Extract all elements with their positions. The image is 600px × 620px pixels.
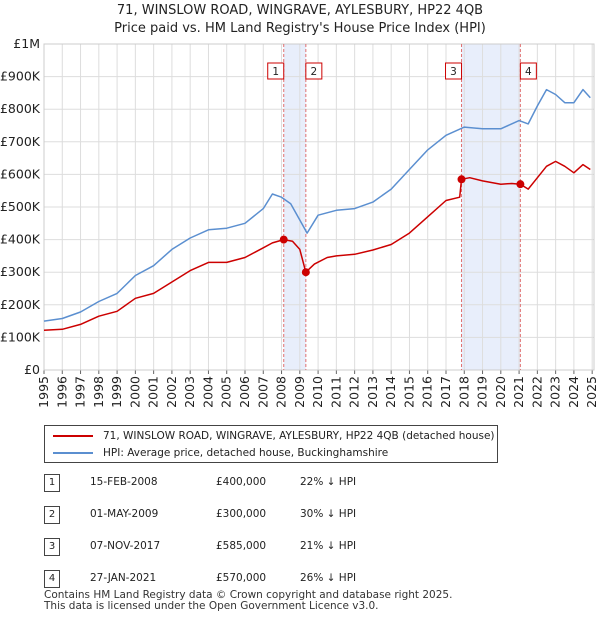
x-tick-label: 2019 — [475, 376, 490, 408]
x-tick-label: 2008 — [274, 376, 289, 408]
footer-line-1: Contains HM Land Registry data © Crown c… — [44, 589, 453, 601]
x-tick-label: 1999 — [109, 376, 124, 408]
x-tick-label: 2015 — [401, 376, 416, 408]
x-tick-label: 2003 — [182, 376, 197, 408]
y-tick-label: £1M — [13, 36, 40, 51]
y-tick-label: £800K — [0, 101, 41, 116]
sale-point — [279, 235, 288, 244]
x-tick-label: 2012 — [347, 376, 362, 408]
sale-price: £585,000 — [216, 540, 267, 552]
x-tick-label: 2001 — [146, 376, 161, 408]
sale-price: £300,000 — [216, 508, 267, 520]
y-tick-label: £600K — [0, 166, 41, 181]
sale-number-badge: 2 — [44, 506, 60, 524]
title-line-2: Price paid vs. HM Land Registry's House … — [114, 21, 486, 36]
x-tick-label: 2023 — [548, 376, 563, 408]
x-tick-label: 2017 — [438, 376, 453, 408]
sale-number-marker — [445, 62, 463, 80]
x-tick-label: 2022 — [529, 376, 544, 408]
sale-number-badge: 1 — [44, 474, 60, 492]
legend-item-hpi: HPI: Average price, detached house, Buck… — [53, 445, 388, 461]
x-tick-label: 2025 — [584, 376, 599, 408]
sale-number-marker — [305, 62, 323, 80]
sale-number-label: 4 — [525, 66, 532, 78]
chart-legend: 71, WINSLOW ROAD, WINGRAVE, AYLESBURY, H… — [44, 425, 498, 463]
price-chart: 1 2 3 4 £0 £100K £200K £300K £400K £500K £600K £70… — [0, 36, 599, 408]
sale-date: 27-JAN-2021 — [90, 572, 157, 584]
sale-point — [516, 180, 525, 189]
y-tick-label: £900K — [0, 69, 41, 84]
sale-date: 15-FEB-2008 — [90, 476, 158, 488]
x-tick-label: 2000 — [127, 376, 142, 408]
legend-swatch-property — [53, 435, 93, 437]
sale-hpi-diff: 21% ↓ HPI — [300, 540, 357, 552]
x-tick-label: 2024 — [566, 376, 581, 408]
sale-price: £570,000 — [216, 572, 267, 584]
y-tick-label: £200K — [0, 297, 41, 312]
table-row: 1 15-FEB-2008 £400,000 22% ↓ HPI — [44, 474, 384, 494]
footer-attribution: Contains HM Land Registry data © Crown c… — [44, 590, 452, 612]
sale-hpi-diff: 22% ↓ HPI — [300, 476, 357, 488]
x-tick-label: 2013 — [365, 376, 380, 408]
x-tick-label: 2002 — [164, 376, 179, 408]
chart-title: 71, WINSLOW ROAD, WINGRAVE, AYLESBURY, H… — [0, 2, 600, 38]
x-tick-label: 1996 — [54, 376, 69, 408]
legend-item-property: 71, WINSLOW ROAD, WINGRAVE, AYLESBURY, H… — [53, 428, 495, 444]
x-tick-label: 2004 — [200, 376, 215, 408]
table-row: 3 07-NOV-2017 £585,000 21% ↓ HPI — [44, 538, 384, 558]
sale-number-badge: 4 — [44, 570, 60, 588]
sale-point — [457, 175, 466, 184]
y-tick-label: £700K — [0, 134, 41, 149]
x-tick-label: 1995 — [36, 376, 51, 408]
x-tick-label: 2011 — [328, 376, 343, 408]
legend-swatch-hpi — [53, 452, 93, 454]
x-tick-label: 2006 — [237, 376, 252, 408]
sale-number-marker — [519, 62, 537, 80]
x-tick-label: 2018 — [456, 376, 471, 408]
plot-area — [43, 43, 595, 371]
x-tick-label: 1997 — [73, 376, 88, 408]
y-tick-label: £100K — [0, 329, 41, 344]
y-tick-label: £300K — [0, 264, 41, 279]
x-tick-label: 1998 — [91, 376, 106, 408]
footer-line-2: This data is licensed under the Open Gov… — [44, 600, 379, 612]
x-tick-label: 2007 — [255, 376, 270, 408]
sale-point — [301, 268, 310, 277]
sale-number-marker — [267, 62, 285, 80]
y-tick-label: £500K — [0, 199, 41, 214]
sale-date: 07-NOV-2017 — [90, 540, 161, 552]
legend-label-property: 71, WINSLOW ROAD, WINGRAVE, AYLESBURY, H… — [103, 430, 495, 442]
sale-hpi-diff: 30% ↓ HPI — [300, 508, 357, 520]
legend-label-hpi: HPI: Average price, detached house, Buck… — [103, 447, 389, 459]
sale-number-label: 2 — [311, 66, 318, 78]
series-line-property — [43, 160, 591, 331]
y-tick-label: £400K — [0, 232, 41, 247]
table-row: 4 27-JAN-2021 £570,000 26% ↓ HPI — [44, 570, 384, 590]
sale-date: 01-MAY-2009 — [90, 508, 159, 520]
x-tick-label: 2005 — [219, 376, 234, 408]
sale-number-label: 3 — [450, 66, 457, 78]
series-line-hpi — [43, 88, 591, 322]
x-tick-label: 2010 — [310, 376, 325, 408]
x-tick-label: 2020 — [493, 376, 508, 408]
table-row: 2 01-MAY-2009 £300,000 30% ↓ HPI — [44, 506, 384, 526]
y-tick-label: £0 — [24, 362, 40, 377]
sale-number-label: 1 — [272, 66, 279, 78]
x-tick-label: 2021 — [511, 376, 526, 408]
sale-number-badge: 3 — [44, 538, 60, 556]
title-line-1: 71, WINSLOW ROAD, WINGRAVE, AYLESBURY, H… — [116, 3, 484, 18]
x-tick-label: 2014 — [383, 376, 398, 408]
sale-price: £400,000 — [216, 476, 267, 488]
sale-hpi-diff: 26% ↓ HPI — [300, 572, 357, 584]
x-tick-label: 2016 — [420, 376, 435, 408]
x-tick-label: 2009 — [292, 376, 307, 408]
